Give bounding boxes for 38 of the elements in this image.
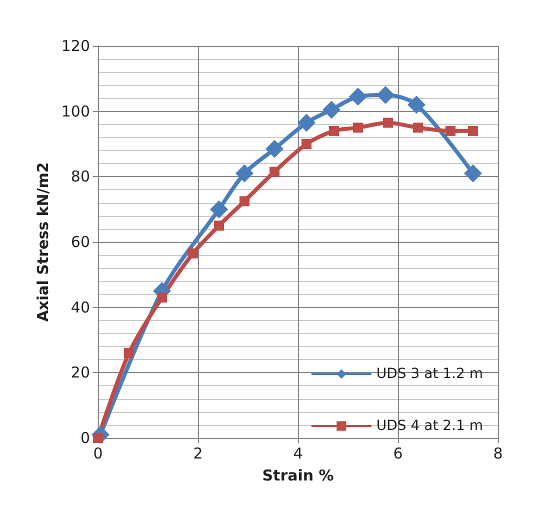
point: [210, 200, 228, 218]
legend-label: UDS 4 at 2.1 m: [376, 418, 483, 434]
x-tick-label: 0: [93, 444, 103, 462]
point: [236, 164, 254, 182]
y-tick-label: 80: [70, 168, 90, 186]
point: [124, 348, 134, 358]
point: [464, 164, 482, 182]
point: [446, 126, 456, 136]
point: [408, 96, 426, 114]
y-tick-label: 0: [80, 429, 90, 447]
point: [329, 126, 339, 136]
x-tick-label: 2: [193, 444, 203, 462]
point: [214, 220, 224, 231]
point: [383, 118, 393, 128]
point: [322, 100, 340, 119]
point: [302, 139, 312, 149]
point: [353, 122, 363, 133]
y-tick-label: 120: [61, 37, 90, 55]
point: [157, 292, 167, 303]
point: [298, 114, 316, 132]
y-tick-label: 20: [70, 364, 90, 382]
y-tick-label: 100: [61, 102, 90, 120]
x-tick-label: 8: [493, 444, 503, 462]
x-tick-label: 4: [293, 444, 303, 462]
point: [413, 122, 423, 133]
point: [266, 140, 284, 158]
y-axis-title: Axial Stress kN/m2: [34, 162, 52, 322]
x-axis-title: Strain %: [262, 466, 334, 484]
point: [376, 86, 394, 104]
point: [240, 196, 250, 206]
point: [349, 88, 367, 106]
x-tick-label: 6: [393, 444, 403, 462]
y-tick-label: 40: [70, 298, 90, 316]
point: [468, 126, 478, 136]
y-tick-label: 60: [70, 233, 90, 251]
legend-label: UDS 3 at 1.2 m: [376, 366, 483, 382]
point: [270, 166, 280, 177]
point: [188, 248, 198, 258]
